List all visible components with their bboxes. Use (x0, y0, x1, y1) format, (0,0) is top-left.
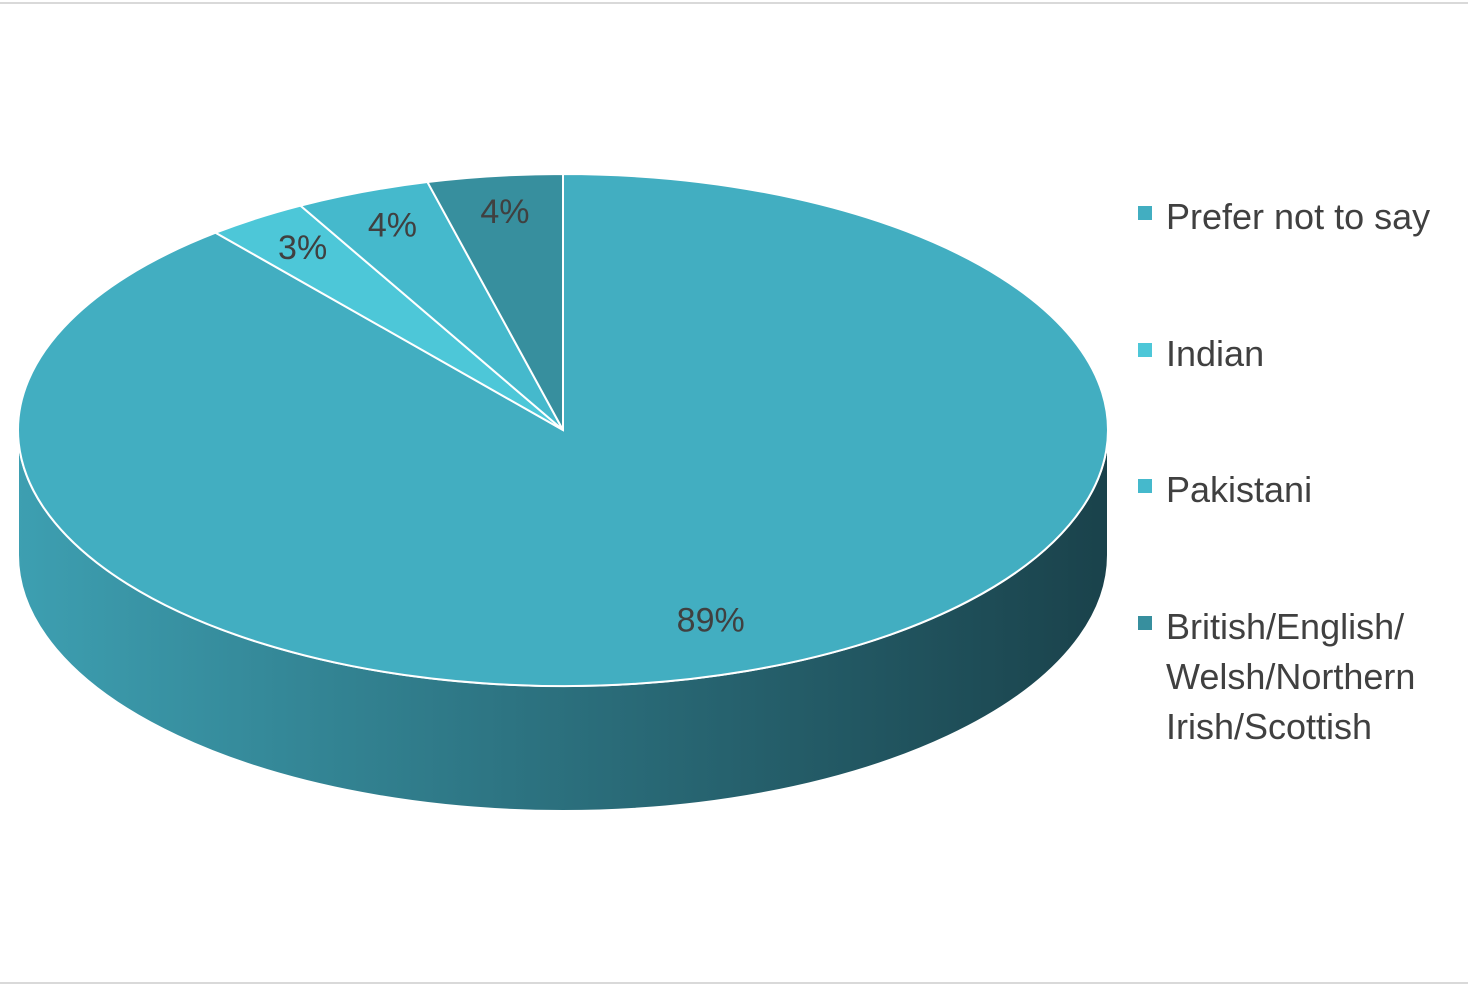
legend-swatch (1138, 479, 1152, 493)
top-border (0, 2, 1468, 4)
legend-item: British/English/Welsh/Northern Irish/Sco… (1138, 602, 1458, 752)
pie-slice (425, 172, 564, 431)
legend-item: Pakistani (1138, 465, 1458, 515)
legend-swatch (1138, 616, 1152, 630)
legend-label: Indian (1166, 333, 1265, 374)
data-label: 3% (278, 229, 327, 267)
pie-plot: 89% 3% 4% 4% (17, 172, 1109, 812)
legend-label: Pakistani (1166, 469, 1313, 510)
bottom-border (0, 982, 1468, 984)
legend-swatch (1138, 343, 1152, 357)
data-label: 4% (368, 207, 417, 245)
legend-label: Prefer not to say (1166, 196, 1431, 237)
data-label: 4% (480, 193, 529, 231)
legend-item: Indian (1138, 329, 1458, 379)
legend-label: British/English/Welsh/Northern Irish/Sco… (1166, 606, 1416, 747)
legend-item: Prefer not to say (1138, 192, 1458, 242)
data-label: 89% (677, 602, 745, 640)
legend-swatch (1138, 206, 1152, 220)
